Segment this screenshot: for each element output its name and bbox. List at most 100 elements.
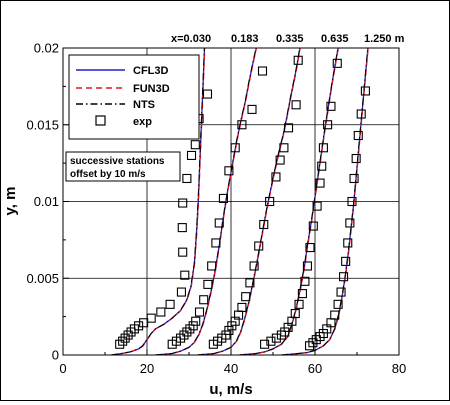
exp-point-station-1 (207, 261, 217, 271)
legend-label-nts: NTS (133, 99, 155, 111)
exp-point-station-1 (194, 307, 205, 317)
exp-point-station-2 (265, 196, 275, 207)
legend-label-exp: exp (133, 116, 152, 128)
exp-point-station-1 (191, 316, 201, 326)
exp-point-station-0 (134, 321, 144, 331)
curve-fun3d-station-0 (111, 48, 206, 355)
exp-point-station-4 (308, 338, 318, 348)
exp-point-station-2 (291, 100, 301, 110)
exp-point-station-1 (179, 330, 189, 340)
exp-point-station-4 (349, 173, 359, 184)
exp-point-station-0 (165, 299, 175, 309)
legend-label-fun3d: FUN3D (133, 83, 170, 95)
exp-point-station-0 (146, 313, 156, 323)
exp-point-station-3 (276, 330, 286, 340)
exp-point-station-1 (237, 120, 247, 130)
exp-point-station-4 (336, 287, 346, 297)
series-group (111, 48, 370, 355)
exp-point-station-3 (260, 339, 270, 349)
exp-point-station-1 (247, 104, 257, 114)
exp-point-station-4 (351, 153, 361, 164)
exp-point-station-0 (178, 198, 188, 208)
ticks: 0 20 40 60 80 0 0.005 0.01 0.015 0.02 (26, 41, 406, 377)
station-labels: x=0.030 0.183 0.335 0.635 1.250 m (171, 33, 405, 45)
exp-point-station-3 (280, 327, 290, 337)
x-tick-label: 40 (224, 361, 238, 376)
exp-point-station-2 (241, 292, 251, 302)
x-axis-label: u, m/s (209, 381, 252, 398)
exp-point-station-4 (343, 238, 353, 248)
station-label-4: 1.250 m (364, 33, 405, 45)
exp-point-station-2 (279, 143, 289, 153)
station-label-3: 0.635 (321, 33, 349, 45)
exp-point-station-0 (177, 223, 187, 233)
annotation-line-2: offset by 10 m/s (70, 169, 146, 180)
legend-marker-exp (95, 115, 106, 126)
exp-point-station-3 (294, 299, 304, 309)
exp-point-station-4 (360, 86, 370, 96)
legend-box (68, 54, 200, 140)
exp-point-station-2 (275, 155, 285, 165)
exp-point-station-4 (318, 328, 328, 339)
exp-point-station-2 (249, 261, 259, 271)
exp-point-station-2 (224, 325, 234, 335)
exp-point-station-0 (156, 307, 166, 317)
curve-nts-station-3 (239, 48, 339, 355)
curve-nts-station-0 (111, 48, 205, 355)
exp-point-station-1 (214, 218, 224, 228)
x-tick-label: 20 (140, 361, 154, 376)
exp-point-station-3 (297, 289, 307, 299)
exp-point-station-3 (271, 333, 281, 343)
exp-point-station-2 (293, 55, 303, 65)
exp-point-station-4 (353, 130, 363, 141)
x-tick-label: 0 (59, 361, 66, 376)
exp-point-station-0 (118, 336, 128, 346)
exp-point-station-2 (271, 172, 281, 182)
y-tick-label: 0 (52, 348, 59, 363)
exp-point-station-2 (254, 241, 264, 251)
exp-point-station-0 (202, 89, 213, 99)
exp-point-station-2 (237, 302, 247, 312)
x-tick-label: 80 (392, 361, 406, 376)
exp-point-station-0 (115, 339, 125, 349)
exp-point-station-4 (304, 341, 315, 351)
exp-point-station-2 (245, 278, 255, 288)
exp-point-station-3 (315, 178, 325, 188)
exp-point-station-1 (230, 143, 240, 153)
legend: CFL3D FUN3D NTS exp (68, 54, 200, 140)
exp-point-station-2 (227, 321, 237, 331)
curve-nts-station-1 (155, 48, 257, 355)
exp-point-station-0 (180, 270, 190, 280)
exp-point-station-4 (356, 109, 366, 119)
exp-point-station-0 (123, 330, 133, 340)
exp-point-station-2 (283, 123, 294, 133)
exp-point-station-4 (330, 310, 340, 320)
exp-point-station-3 (302, 261, 312, 271)
exp-point-station-4 (347, 196, 357, 207)
y-tick-label: 0.015 (26, 117, 59, 132)
exp-point-station-2 (230, 316, 240, 326)
exp-point-station-0 (186, 150, 197, 160)
annotation: successive stations offset by 10 m/s (65, 151, 181, 182)
exp-point-station-4 (341, 256, 351, 266)
exp-point-station-1 (224, 166, 234, 176)
exp-point-station-3 (312, 201, 322, 211)
y-tick-label: 0.01 (34, 194, 59, 209)
legend-label-cfl3d: CFL3D (133, 65, 169, 77)
exp-point-station-1 (188, 321, 198, 331)
exp-point-station-0 (120, 333, 130, 343)
station-label-2: 0.335 (276, 33, 304, 45)
exp-point-station-3 (308, 221, 318, 231)
exp-point-station-1 (203, 279, 213, 289)
exp-point-station-0 (190, 140, 200, 150)
exp-point-station-3 (300, 276, 310, 286)
station-label-0: x=0.030 (171, 33, 211, 45)
y-axis-label: y, m (2, 187, 19, 216)
exp-point-station-2 (259, 219, 269, 230)
exp-point-station-3 (326, 101, 336, 111)
exp-point-station-1 (218, 193, 228, 203)
exp-point-station-4 (345, 218, 355, 228)
exp-point-station-0 (176, 287, 186, 297)
